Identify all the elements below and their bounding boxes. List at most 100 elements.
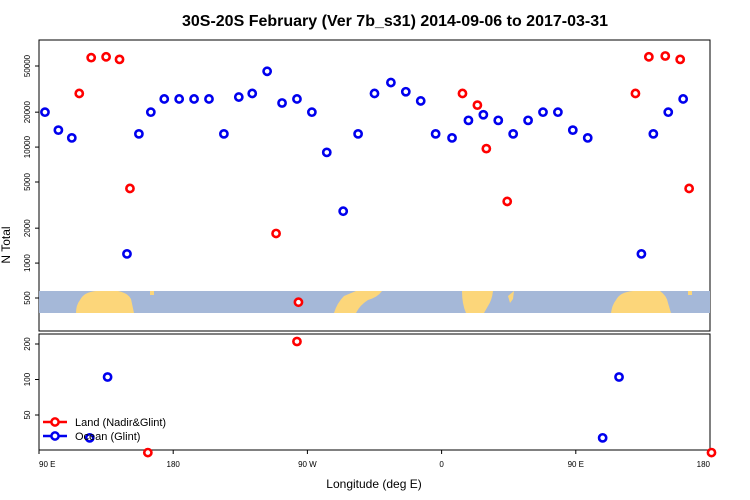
y-tick-label: 100 bbox=[23, 372, 32, 386]
x-tick-label: 180 bbox=[167, 460, 181, 469]
ocean-point bbox=[145, 107, 156, 118]
land-point bbox=[643, 51, 654, 62]
ocean-point bbox=[400, 86, 411, 97]
ocean-point bbox=[134, 128, 144, 139]
land-point bbox=[472, 100, 483, 111]
ocean-point bbox=[353, 128, 363, 139]
y-tick-label: 50000 bbox=[23, 54, 32, 77]
ocean-point bbox=[102, 372, 113, 382]
ocean-point bbox=[66, 132, 77, 143]
ocean-point bbox=[40, 107, 50, 118]
ocean-point bbox=[174, 94, 185, 104]
map-land bbox=[76, 291, 692, 313]
ocean-point bbox=[369, 88, 380, 99]
ocean-point bbox=[478, 109, 489, 120]
land-point bbox=[502, 196, 513, 207]
land-point bbox=[706, 447, 717, 458]
y-tick-label: 20000 bbox=[23, 100, 32, 123]
ocean-point bbox=[415, 96, 426, 106]
land-point bbox=[271, 228, 281, 239]
lower-y-axis: 50 100 200 bbox=[23, 337, 39, 419]
ocean-point bbox=[567, 125, 578, 136]
y-tick-label: 50 bbox=[23, 410, 32, 419]
map-land-africa bbox=[462, 291, 493, 313]
land-point bbox=[86, 52, 97, 63]
ocean-point bbox=[262, 66, 273, 77]
land-point bbox=[684, 183, 695, 194]
x-tick-label: 180 bbox=[697, 460, 711, 469]
land-point bbox=[114, 54, 125, 65]
land-point bbox=[457, 88, 468, 99]
ocean-point bbox=[122, 248, 132, 259]
ocean-point bbox=[386, 77, 396, 88]
map-land-newzealand bbox=[150, 291, 154, 295]
y-axis-label: N Total bbox=[0, 226, 13, 263]
ocean-point bbox=[648, 128, 659, 139]
ocean-point bbox=[678, 94, 689, 104]
map-land-southamerica bbox=[334, 291, 382, 313]
land-point bbox=[292, 336, 302, 347]
ocean-point bbox=[53, 125, 64, 136]
x-tick-label: 90 W bbox=[298, 460, 317, 469]
ocean-point bbox=[338, 206, 349, 217]
land-point bbox=[101, 51, 111, 62]
upper-panel bbox=[38, 39, 711, 332]
ocean-point bbox=[233, 92, 244, 102]
ocean-point bbox=[277, 98, 287, 108]
x-tick-label: 0 bbox=[439, 460, 444, 469]
land-point bbox=[660, 51, 671, 61]
map-land-australia-east bbox=[611, 291, 671, 313]
map-land-newzealand-east bbox=[688, 291, 692, 295]
ocean-point bbox=[321, 147, 332, 158]
ocean-point bbox=[538, 107, 548, 118]
ocean-point bbox=[430, 128, 441, 139]
ocean-point bbox=[582, 132, 593, 143]
legend-land-label: Land (Nadir&Glint) bbox=[75, 417, 166, 429]
map-land-madagascar bbox=[508, 291, 514, 303]
y-tick-label: 10000 bbox=[23, 135, 32, 158]
legend-land-marker bbox=[50, 417, 60, 427]
y-tick-label: 200 bbox=[23, 337, 32, 351]
ocean-point bbox=[292, 94, 302, 104]
world-map-strip bbox=[39, 291, 710, 313]
ocean-point bbox=[306, 107, 317, 118]
y-tick-label: 1000 bbox=[23, 254, 32, 272]
ocean-point bbox=[508, 128, 519, 139]
map-ocean bbox=[39, 291, 710, 313]
ocean-point bbox=[523, 115, 533, 126]
ocean-point bbox=[493, 115, 504, 126]
land-point bbox=[293, 297, 304, 308]
map-land-australia bbox=[76, 291, 134, 313]
x-axis: 90 E 180 90 W 0 90 E 180 bbox=[38, 450, 711, 469]
ocean-point bbox=[463, 115, 474, 126]
ocean-point bbox=[84, 432, 95, 443]
ocean-point bbox=[247, 88, 258, 99]
y-tick-label: 500 bbox=[23, 291, 32, 305]
land-point bbox=[675, 54, 686, 65]
land-point bbox=[630, 88, 641, 99]
x-tick-label: 90 E bbox=[39, 460, 55, 469]
lower-panel bbox=[38, 333, 711, 451]
y-tick-label: 5000 bbox=[23, 173, 32, 191]
legend: Land (Nadir&Glint) Ocean (Glint) bbox=[43, 417, 166, 443]
land-point bbox=[142, 447, 153, 458]
land-point bbox=[481, 143, 492, 154]
x-axis-label: Longitude (deg E) bbox=[326, 477, 421, 491]
ocean-point bbox=[447, 132, 457, 143]
ocean-point bbox=[204, 94, 214, 104]
land-point bbox=[74, 88, 85, 99]
ocean-point bbox=[553, 107, 563, 118]
plot-points bbox=[40, 51, 717, 458]
ocean-point bbox=[189, 94, 199, 104]
legend-ocean-marker bbox=[50, 431, 60, 441]
x-tick-label: 90 E bbox=[568, 460, 584, 469]
upper-y-axis: 500 1000 2000 5000 10000 20000 50000 bbox=[23, 54, 39, 305]
ocean-point bbox=[663, 107, 674, 118]
chart-title: 30S-20S February (Ver 7b_s31) 2014-09-06… bbox=[182, 13, 608, 30]
ocean-point bbox=[159, 94, 170, 104]
ocean-point bbox=[614, 372, 624, 382]
land-point bbox=[125, 183, 135, 194]
legend-ocean-label: Ocean (Glint) bbox=[75, 431, 140, 443]
ocean-point bbox=[597, 432, 608, 443]
